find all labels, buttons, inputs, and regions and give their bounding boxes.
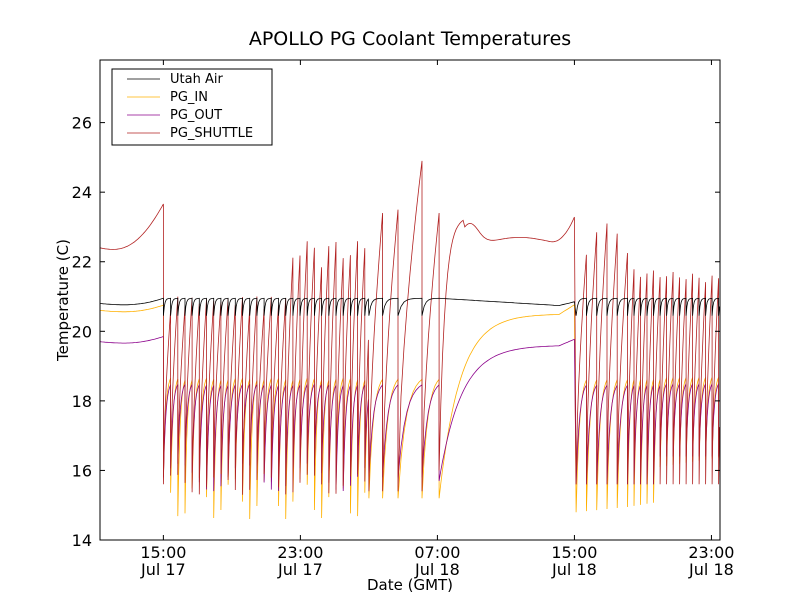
y-axis-label: Temperature (C) [54, 239, 72, 362]
y-axis: 14 16 18 20 22 24 26 [72, 114, 720, 550]
legend-label: PG_IN [170, 90, 208, 105]
x-tick-label-date: Jul 17 [140, 560, 186, 579]
x-tick-label-date: Jul 18 [688, 560, 734, 579]
chart-title: APOLLO PG Coolant Temperatures [249, 28, 571, 50]
x-tick-label-date: Jul 18 [551, 560, 597, 579]
y-tick-label: 16 [72, 461, 92, 480]
x-tick-label-date: Jul 18 [414, 560, 460, 579]
series-line-pg-in [99, 304, 720, 520]
series-line-pg-shuttle [99, 160, 720, 495]
x-tick-label-time: 23:00 [688, 543, 734, 562]
legend-label: Utah Air [170, 72, 223, 87]
y-tick-label: 20 [72, 322, 92, 341]
legend-box [111, 68, 273, 146]
legend-label: PG_SHUTTLE [170, 126, 253, 141]
x-axis-label: Date (GMT) [367, 576, 453, 594]
series-line-utah-air [99, 297, 720, 316]
y-tick-label: 18 [72, 392, 92, 411]
series-line-pg-out [99, 335, 720, 492]
legend: Utah Air PG_IN PG_OUT PG_SHUTTLE [111, 68, 273, 146]
y-tick-label: 26 [72, 114, 92, 133]
x-tick-label-time: 15:00 [551, 543, 597, 562]
y-tick-label: 22 [72, 253, 92, 272]
x-tick-label-time: 15:00 [140, 543, 186, 562]
y-tick-label: 24 [72, 183, 92, 202]
x-tick-label-date: Jul 17 [277, 560, 323, 579]
x-tick-label-time: 23:00 [277, 543, 323, 562]
axes-frame [99, 59, 721, 541]
x-tick-label-time: 07:00 [414, 543, 460, 562]
y-tick-label: 14 [72, 531, 92, 550]
plot-area [99, 160, 720, 520]
legend-label: PG_OUT [170, 108, 222, 123]
